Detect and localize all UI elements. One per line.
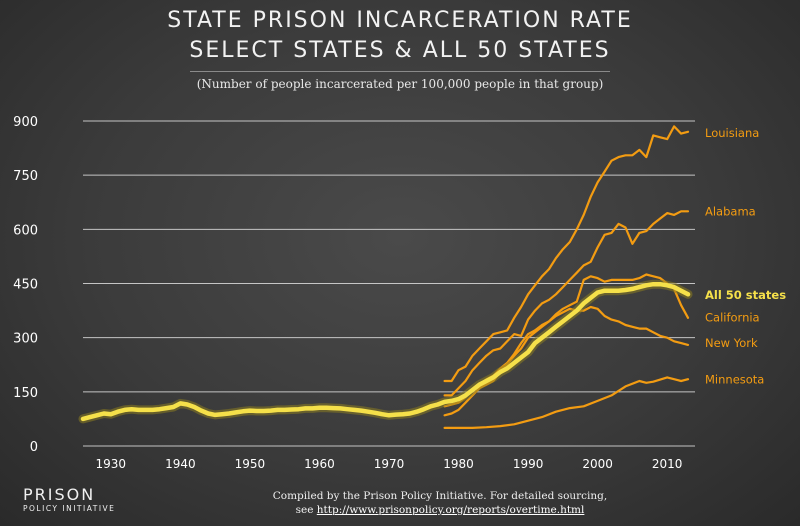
chart-title: STATE PRISON INCARCERATION RATE SELECT S… [0, 6, 800, 66]
title-line-2: SELECT STATES & ALL 50 STATES [189, 38, 611, 63]
source-url-link[interactable]: http://www.prisonpolicy.org/reports/over… [316, 504, 585, 516]
x-tick-label-1950: 1950 [235, 457, 266, 471]
logo-top-text: PRISON [23, 485, 96, 504]
series-label-louisiana: Louisiana [705, 126, 759, 140]
y-tick-label-900: 900 [13, 115, 38, 130]
logo-bottom-text: POLICY INITIATIVE [23, 504, 116, 513]
x-tick-label-2000: 2000 [582, 457, 613, 471]
x-tick-label-1970: 1970 [374, 457, 405, 471]
series-line-california [443, 273, 690, 417]
y-tick-label-150: 150 [13, 386, 38, 401]
y-tick-label-600: 600 [13, 223, 38, 238]
credit-line-1: Compiled by the Prison Policy Initiative… [272, 490, 608, 502]
series-line-all-50-states-glow [78, 279, 693, 424]
series-label-new-york: New York [705, 336, 758, 350]
x-tick-label-1990: 1990 [513, 457, 544, 471]
y-tick-label-0: 0 [30, 440, 38, 455]
credit-prefix: see [295, 504, 317, 516]
series-line-louisiana [443, 125, 690, 383]
chart-subtitle: (Number of people incarcerated per 100,0… [196, 77, 604, 91]
series-label-california: California [705, 311, 760, 325]
prison-policy-logo: PRISON POLICY INITIATIVE [23, 486, 115, 514]
x-tick-label-1940: 1940 [165, 457, 196, 471]
series-label-minnesota: Minnesota [705, 373, 764, 387]
y-tick-label-750: 750 [13, 169, 38, 184]
subtitle-divider [190, 71, 610, 72]
x-tick-label-1980: 1980 [443, 457, 474, 471]
series-line-alabama [443, 210, 690, 397]
series-line-all-50-states [80, 281, 691, 422]
series-label-alabama: Alabama [705, 204, 756, 218]
series-label-all-50-states: All 50 states [705, 288, 786, 302]
title-line-1: STATE PRISON INCARCERATION RATE [167, 8, 633, 33]
series-line-minnesota [443, 376, 690, 429]
x-tick-label-2010: 2010 [652, 457, 683, 471]
x-tick-label-1960: 1960 [304, 457, 335, 471]
y-tick-label-300: 300 [13, 332, 38, 347]
y-tick-label-450: 450 [13, 278, 38, 293]
x-tick-label-1930: 1930 [96, 457, 127, 471]
source-credit: Compiled by the Prison Policy Initiative… [180, 489, 700, 517]
